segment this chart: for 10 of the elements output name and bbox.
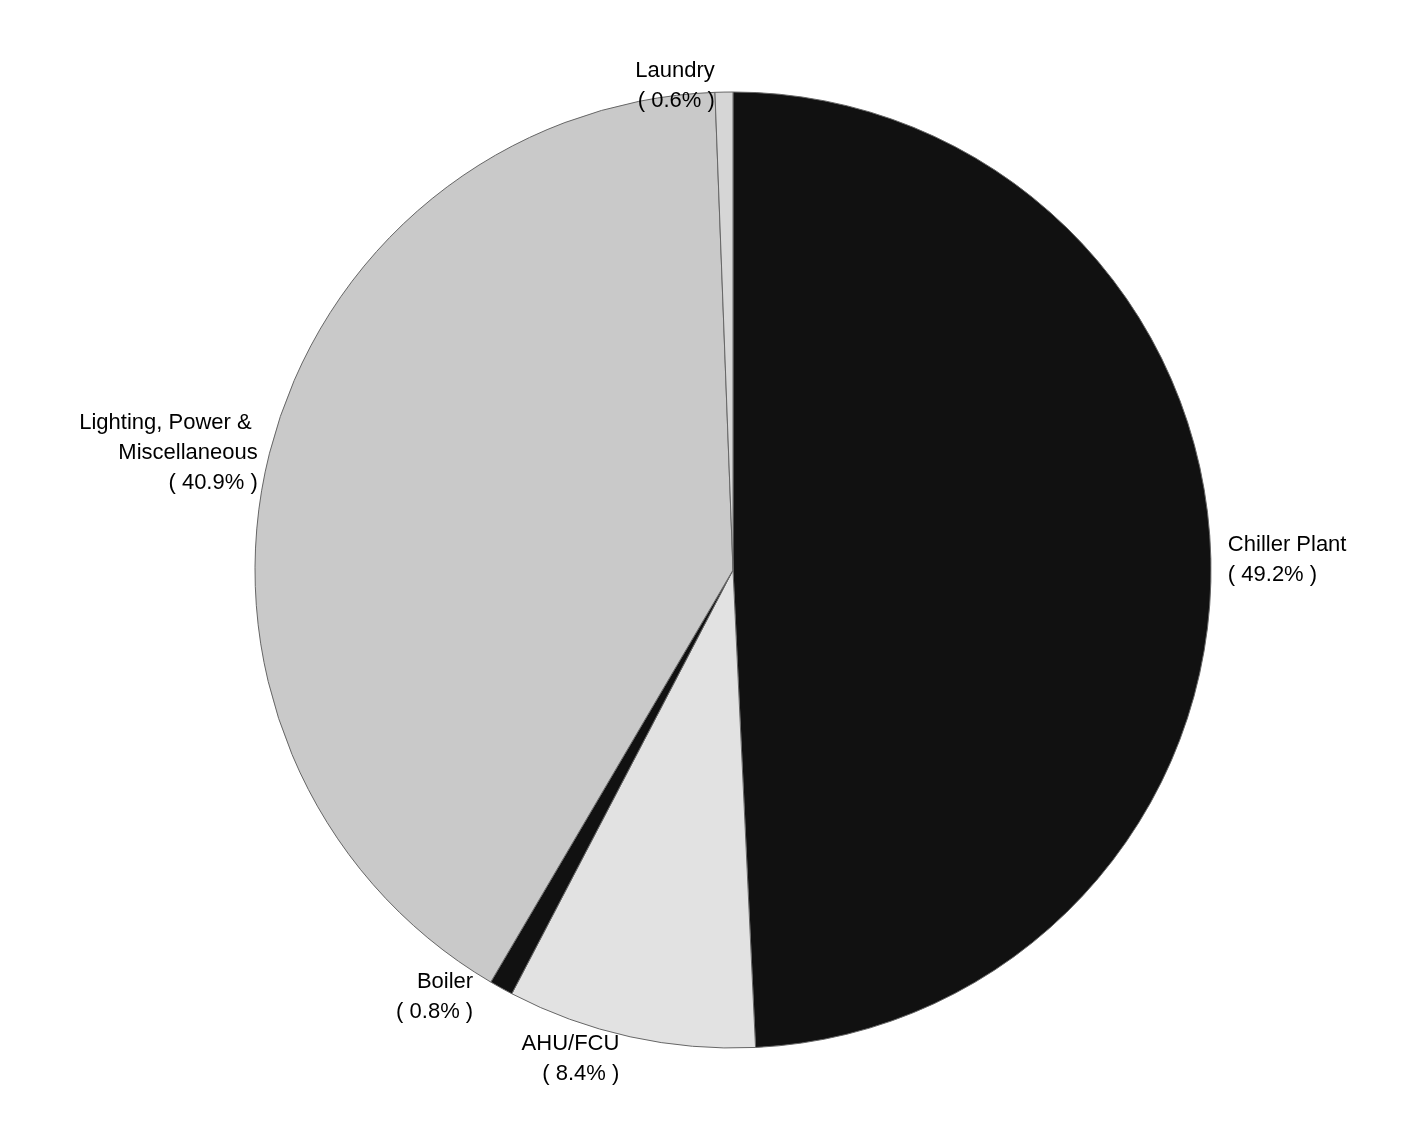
data-label: ( 49.2% )	[1227, 561, 1318, 587]
data-label: ( 40.9% )	[168, 468, 258, 494]
data-label: ( 0.8% )	[396, 997, 474, 1023]
slice-label: Boiler	[416, 967, 474, 993]
slice-label: Lighting, Power & Miscellaneous	[79, 408, 258, 464]
slice-label: AHU/FCU	[521, 1029, 620, 1055]
data-label: ( 8.4% )	[542, 1059, 620, 1085]
data-label: ( 0.6% )	[637, 86, 715, 112]
slice-label: Chiller Plant	[1227, 531, 1347, 557]
slice-label: Laundry	[635, 56, 715, 82]
